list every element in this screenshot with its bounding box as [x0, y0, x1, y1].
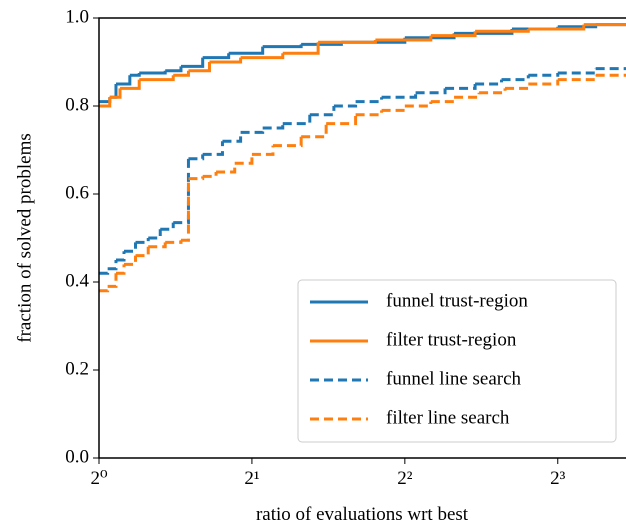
y-tick-label: 0.0 — [65, 446, 89, 467]
step-segment — [430, 31, 477, 38]
step-segment — [188, 62, 211, 73]
step-segment — [188, 176, 205, 181]
step-segment — [99, 286, 110, 293]
step-segment — [120, 79, 141, 90]
step-segment — [180, 57, 205, 68]
step-segment — [326, 114, 358, 126]
step-segment — [180, 178, 190, 242]
step-segment — [475, 29, 530, 33]
step-segment — [135, 246, 150, 258]
x-tick-label: 2³ — [550, 468, 566, 489]
step-segment — [318, 40, 377, 44]
legend-label: funnel trust-region — [386, 290, 528, 311]
step-segment — [355, 110, 384, 117]
step-segment — [202, 172, 218, 178]
step-segment — [355, 97, 384, 104]
step-segment — [415, 88, 447, 95]
step-segment — [124, 255, 138, 266]
y-tick-label: 0.6 — [65, 182, 89, 203]
step-segment — [430, 97, 456, 104]
step-segment — [262, 44, 303, 49]
plot-area — [99, 23, 626, 293]
step-segment — [173, 70, 190, 77]
step-segment — [251, 145, 275, 156]
x-tick-label: 2¹ — [244, 468, 260, 489]
legend-label: filter trust-region — [386, 329, 517, 350]
step-segment — [479, 88, 507, 95]
legend-box — [297, 279, 617, 443]
step-segment — [148, 229, 162, 240]
step-segment — [240, 128, 265, 134]
step-segment — [557, 68, 598, 75]
y-tick-label: 0.4 — [65, 270, 89, 291]
step-segment — [109, 84, 118, 99]
step-segment — [139, 70, 167, 75]
step-segment — [234, 154, 254, 165]
step-segment — [262, 123, 285, 130]
step-segment — [240, 53, 285, 60]
step-segment — [124, 242, 138, 253]
step-segment — [282, 114, 312, 126]
x-tick-label: 2⁰ — [90, 468, 108, 489]
step-segment — [115, 251, 126, 262]
step-segment — [107, 273, 118, 288]
axis-frame — [98, 17, 626, 459]
step-segment — [160, 222, 175, 231]
step-segment — [381, 106, 407, 112]
step-segment — [381, 92, 418, 99]
step-segment — [188, 154, 205, 161]
step-segment — [139, 75, 175, 82]
y-tick-label: 1.0 — [65, 6, 89, 27]
step-segment — [209, 57, 243, 64]
y-tick-label: 0.2 — [65, 358, 89, 379]
step-segment — [282, 42, 320, 55]
step-segment — [272, 136, 303, 148]
step-segment — [475, 79, 504, 86]
step-segment — [445, 84, 477, 90]
step-segment — [165, 240, 183, 244]
step-segment — [99, 268, 110, 275]
legend-label: filter line search — [386, 407, 510, 428]
step-segment — [505, 84, 530, 90]
step-segment — [557, 75, 598, 82]
step-segment — [301, 123, 328, 139]
step-segment — [202, 53, 231, 60]
step-segment — [222, 132, 243, 143]
step-segment — [148, 242, 167, 249]
x-tick-label: 2² — [397, 468, 413, 489]
step-segment — [115, 75, 132, 86]
step-segment — [99, 97, 112, 108]
step-segment — [228, 46, 265, 55]
step-segment — [129, 73, 141, 77]
step-segment — [165, 66, 183, 73]
step-segment — [115, 264, 126, 275]
x-axis-label: ratio of evaluations wrt best — [256, 504, 469, 525]
step-segment — [333, 101, 358, 108]
step-segment — [528, 73, 560, 77]
step-segment — [501, 75, 530, 82]
step-segment — [173, 158, 190, 225]
legend-label: funnel line search — [386, 368, 522, 389]
step-segment — [404, 101, 433, 108]
y-axis-label: fraction of solved problems — [14, 133, 35, 342]
step-segment — [109, 88, 122, 99]
y-tick-label: 0.8 — [65, 94, 89, 115]
step-segment — [216, 163, 237, 174]
step-segment — [309, 106, 336, 117]
step-segment — [528, 79, 560, 86]
step-segment — [454, 92, 481, 99]
step-segment — [107, 260, 118, 271]
step-segment — [135, 238, 150, 244]
step-segment — [202, 141, 224, 156]
step-segment — [99, 97, 112, 104]
